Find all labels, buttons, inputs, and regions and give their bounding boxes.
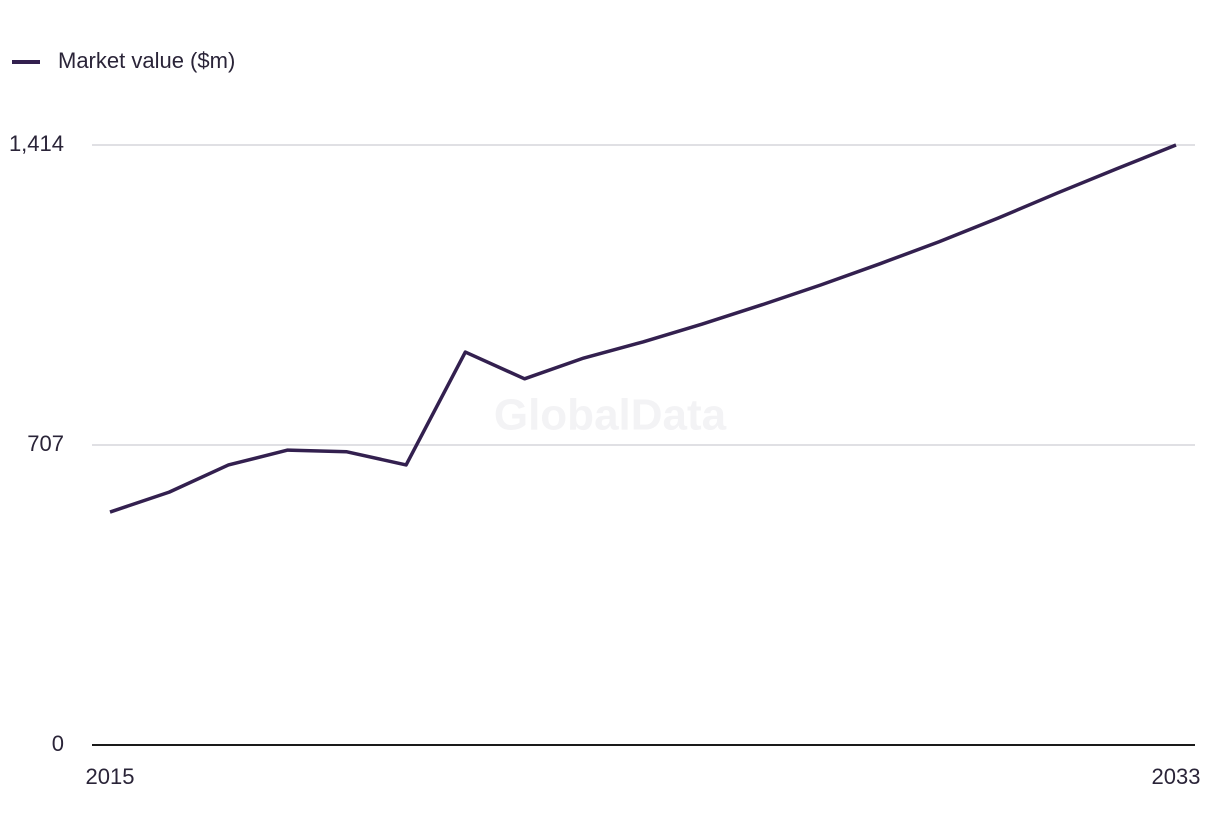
x-tick-label: 2033 — [1152, 764, 1201, 789]
watermark: GlobalData — [494, 391, 727, 440]
data-line — [109, 143, 1177, 514]
y-tick-label: 707 — [27, 431, 64, 456]
y-tick-label: 1,414 — [9, 131, 64, 156]
legend-label: Market value ($m) — [58, 48, 235, 73]
x-tick-label: 2015 — [86, 764, 135, 789]
y-tick-label: 0 — [52, 731, 64, 756]
